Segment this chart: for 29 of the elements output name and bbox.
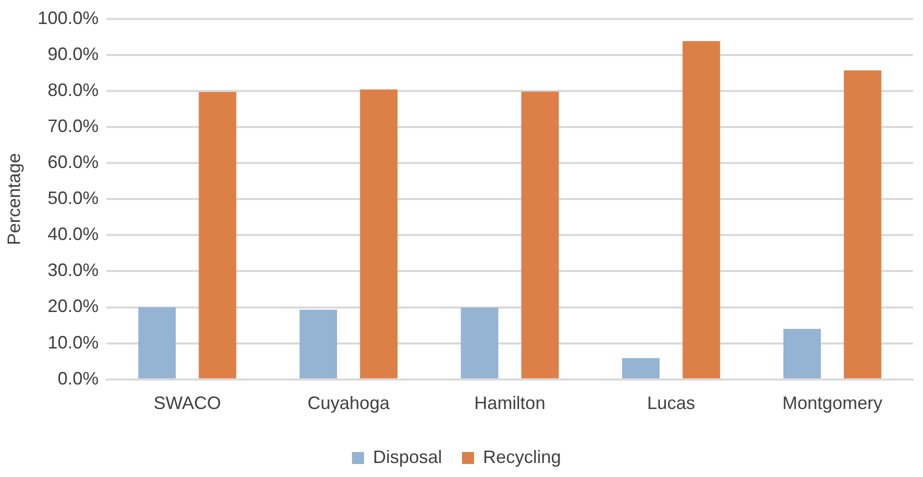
bar (300, 310, 338, 378)
y-tick-label: 80.0% (48, 80, 99, 100)
legend-label: Disposal (372, 446, 442, 467)
legend-label: Recycling (483, 446, 562, 467)
bar (783, 328, 821, 378)
y-axis-title: Percentage (4, 153, 24, 246)
y-tick-label: 0.0% (58, 368, 99, 388)
x-tick-label: Lucas (647, 393, 696, 414)
y-tick-label: 10.0% (48, 332, 99, 352)
bar (622, 358, 660, 378)
x-tick-label: Montgomery (782, 393, 882, 414)
y-tick-label: 90.0% (48, 44, 99, 64)
y-tick-label: 20.0% (48, 296, 99, 316)
bar (521, 92, 559, 378)
bar (198, 92, 236, 378)
bar (682, 41, 720, 378)
x-tick-label: Hamilton (474, 393, 546, 414)
y-tick-label: 40.0% (48, 224, 99, 244)
x-tick-label: Cuyahoga (308, 393, 391, 414)
y-tick-label: 100.0% (38, 8, 99, 28)
x-tick-label: SWACO (154, 393, 221, 414)
bar (844, 70, 882, 378)
y-tick-label: 50.0% (48, 188, 99, 208)
y-tick-label: 70.0% (48, 116, 99, 136)
bar (460, 308, 498, 378)
bar (360, 89, 398, 378)
y-tick-label: 30.0% (48, 260, 99, 280)
bar (138, 307, 176, 378)
y-tick-label: 60.0% (48, 152, 99, 172)
